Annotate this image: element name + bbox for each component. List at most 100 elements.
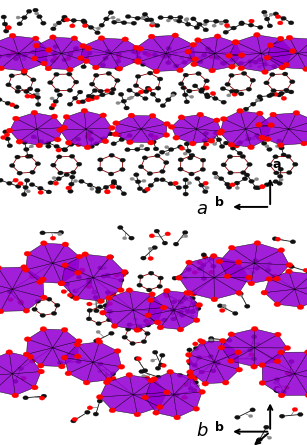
Circle shape: [154, 24, 160, 28]
Circle shape: [276, 56, 282, 60]
Circle shape: [66, 186, 71, 190]
Circle shape: [141, 256, 146, 260]
Circle shape: [178, 167, 183, 171]
Circle shape: [279, 414, 285, 418]
Circle shape: [137, 283, 142, 287]
Circle shape: [154, 229, 160, 233]
Circle shape: [255, 186, 261, 190]
Circle shape: [28, 154, 33, 158]
Circle shape: [51, 312, 57, 316]
Circle shape: [90, 95, 96, 99]
Circle shape: [162, 241, 168, 245]
Circle shape: [110, 291, 116, 296]
Circle shape: [204, 79, 209, 83]
Circle shape: [250, 78, 255, 82]
Circle shape: [210, 254, 217, 259]
Circle shape: [172, 276, 177, 280]
Circle shape: [305, 350, 307, 355]
Circle shape: [128, 113, 135, 118]
Polygon shape: [262, 352, 307, 396]
Polygon shape: [26, 243, 80, 283]
Circle shape: [142, 156, 148, 160]
Circle shape: [71, 170, 76, 174]
Circle shape: [125, 15, 131, 19]
Circle shape: [21, 71, 27, 75]
Circle shape: [0, 178, 3, 182]
Circle shape: [93, 295, 99, 299]
Circle shape: [163, 292, 169, 296]
Circle shape: [62, 148, 68, 152]
Circle shape: [254, 32, 260, 37]
Circle shape: [118, 93, 124, 97]
Circle shape: [156, 375, 161, 379]
Circle shape: [222, 380, 229, 385]
Circle shape: [148, 378, 154, 383]
Circle shape: [155, 98, 161, 102]
Circle shape: [226, 53, 232, 58]
Circle shape: [135, 93, 140, 97]
Circle shape: [160, 305, 167, 310]
Circle shape: [209, 339, 213, 342]
Circle shape: [267, 94, 272, 98]
Circle shape: [21, 192, 27, 196]
Circle shape: [50, 59, 56, 63]
Circle shape: [59, 364, 65, 369]
Circle shape: [139, 369, 144, 373]
Circle shape: [262, 10, 267, 14]
Circle shape: [32, 307, 37, 312]
Circle shape: [290, 49, 296, 53]
Circle shape: [12, 393, 19, 398]
Circle shape: [87, 183, 93, 187]
Circle shape: [98, 266, 103, 270]
Circle shape: [150, 359, 155, 362]
Circle shape: [254, 134, 260, 138]
Circle shape: [203, 181, 208, 185]
Circle shape: [82, 252, 88, 257]
Circle shape: [98, 158, 103, 162]
Circle shape: [220, 338, 226, 343]
Circle shape: [259, 138, 264, 142]
Circle shape: [205, 47, 211, 51]
Circle shape: [174, 415, 181, 420]
Circle shape: [83, 55, 89, 60]
Circle shape: [21, 376, 26, 380]
Circle shape: [223, 19, 229, 23]
Circle shape: [172, 33, 179, 38]
Circle shape: [256, 135, 262, 139]
Circle shape: [182, 296, 188, 300]
Circle shape: [127, 134, 133, 138]
Circle shape: [49, 106, 55, 110]
Circle shape: [97, 399, 103, 403]
Circle shape: [77, 90, 83, 94]
Circle shape: [140, 144, 144, 147]
Circle shape: [253, 259, 258, 263]
Circle shape: [81, 19, 86, 23]
Circle shape: [214, 34, 221, 39]
Circle shape: [173, 64, 179, 68]
Circle shape: [137, 328, 142, 332]
Circle shape: [2, 22, 8, 26]
Circle shape: [17, 22, 22, 26]
Circle shape: [293, 162, 298, 166]
Circle shape: [238, 53, 245, 57]
Circle shape: [134, 328, 141, 332]
Circle shape: [31, 78, 36, 82]
Circle shape: [230, 183, 235, 187]
Circle shape: [103, 303, 108, 307]
Circle shape: [259, 380, 266, 385]
Circle shape: [58, 233, 62, 236]
Circle shape: [147, 323, 152, 326]
Circle shape: [53, 23, 57, 26]
Circle shape: [208, 336, 214, 340]
Circle shape: [267, 436, 272, 439]
Circle shape: [35, 162, 41, 166]
Circle shape: [38, 369, 45, 374]
Circle shape: [67, 102, 73, 106]
Circle shape: [135, 49, 141, 54]
Circle shape: [281, 16, 286, 20]
Circle shape: [191, 301, 197, 305]
Circle shape: [76, 275, 82, 279]
Circle shape: [162, 55, 167, 59]
Circle shape: [73, 296, 80, 301]
Circle shape: [191, 376, 197, 380]
